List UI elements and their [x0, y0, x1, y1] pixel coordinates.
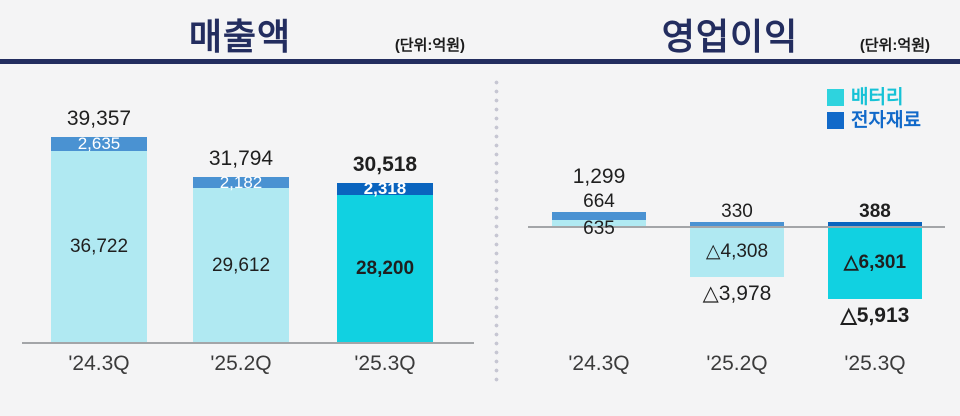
header-divider — [0, 59, 960, 64]
revenue-category-label: '24.3Q — [68, 352, 130, 375]
profit-bar-segment-battery — [552, 220, 646, 227]
profit-unit-note: (단위:억원) — [859, 37, 930, 54]
profit-materials-value-label: 664 — [583, 191, 615, 212]
revenue-baseline — [22, 342, 474, 344]
profit-total-label: △3,978 — [702, 282, 772, 305]
revenue-total-label: 31,794 — [208, 147, 274, 170]
revenue-bar-segment-materials — [337, 183, 433, 195]
battery-swatch-icon — [827, 89, 844, 106]
profit-battery-value-label: 635 — [583, 218, 615, 239]
legend-label-battery: 배터리 — [851, 87, 904, 108]
revenue-battery-value-label: 28,200 — [355, 258, 415, 279]
revenue-battery-value-label: 29,612 — [211, 254, 271, 276]
profit-chart-title: 영업이익 — [661, 16, 799, 57]
profit-materials-value-label: 388 — [859, 201, 891, 222]
profit-bar-segment-materials — [552, 212, 646, 220]
profit-category-label: '24.3Q — [568, 352, 630, 375]
profit-battery-value-label: △6,301 — [843, 252, 907, 273]
revenue-category-label: '25.2Q — [210, 352, 272, 375]
revenue-total-label: 30,518 — [352, 153, 418, 176]
profit-bar-segment-battery-negative — [828, 227, 922, 299]
profit-total-label: 1,299 — [572, 165, 626, 188]
legend-item-battery: 배터리 — [827, 88, 921, 107]
profit-bar-segment-materials — [690, 222, 784, 227]
revenue-bar-segment-materials — [51, 137, 147, 151]
profit-bar-segment-battery-negative — [690, 227, 784, 277]
profit-category-label: '25.2Q — [706, 352, 768, 375]
materials-swatch-icon — [827, 112, 844, 129]
revenue-total-label: 39,357 — [66, 107, 132, 130]
revenue-bar-segment-battery — [193, 188, 289, 343]
revenue-materials-value-label: 2,635 — [77, 134, 121, 153]
profit-zero-line — [528, 226, 945, 228]
revenue-bar-segment-battery — [51, 151, 147, 343]
revenue-materials-value-label: 2,182 — [219, 172, 263, 192]
profit-battery-value-label: △4,308 — [705, 241, 769, 262]
revenue-bar-segment-materials — [193, 177, 289, 188]
revenue-category-label: '25.3Q — [354, 352, 416, 375]
revenue-battery-value-label: 36,722 — [69, 236, 129, 257]
profit-category-label: '25.3Q — [844, 352, 906, 375]
revenue-bar-segment-battery — [337, 195, 433, 343]
profit-total-label: △5,913 — [840, 304, 910, 327]
profit-materials-value-label: 330 — [721, 201, 753, 222]
legend-item-materials: 전자재료 — [827, 111, 921, 130]
profit-bar-segment-materials — [828, 222, 922, 227]
legend-label-materials: 전자재료 — [851, 110, 921, 131]
revenue-unit-note: (단위:억원) — [394, 37, 465, 54]
legend: 배터리 전자재료 — [827, 88, 921, 130]
revenue-chart-title: 매출액 — [188, 16, 292, 57]
revenue-materials-value-label: 2,318 — [363, 179, 407, 198]
chart-separator-dotted-line — [493, 78, 500, 384]
